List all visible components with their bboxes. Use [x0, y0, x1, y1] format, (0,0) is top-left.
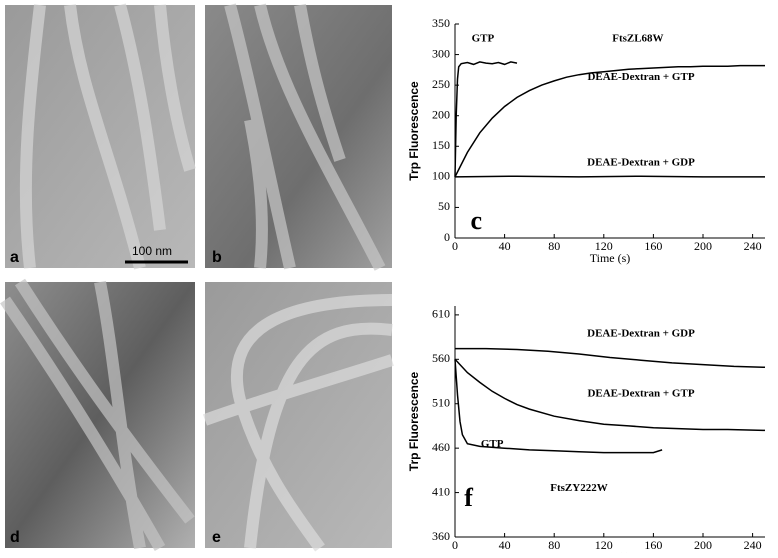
panel-label: c	[471, 206, 483, 235]
data-line	[454, 61, 518, 177]
chart-title: FtsZL68W	[612, 33, 663, 45]
chart-title: FtsZY222W	[550, 482, 607, 494]
y-tick-label: 0	[444, 230, 450, 244]
x-tick-label: 0	[452, 239, 458, 253]
data-line	[454, 358, 766, 432]
x-tick-label: 40	[499, 538, 511, 552]
micrograph-e: e	[202, 282, 394, 552]
x-tick-label: 200	[694, 239, 712, 253]
x-tick-label: 240	[744, 538, 762, 552]
y-tick-label: 350	[432, 16, 450, 30]
series-label: DEAE-Dextran + GDP	[587, 327, 695, 339]
x-tick-label: 240	[744, 239, 762, 253]
y-tick-label: 150	[432, 138, 450, 152]
y-tick-label: 250	[432, 77, 450, 91]
data-line	[454, 359, 663, 454]
x-tick-label: 0	[452, 538, 458, 552]
y-axis-label: Trp Fluorescence	[407, 371, 421, 471]
series-label: DEAE-Dextran + GDP	[587, 157, 695, 169]
series-label: GTP	[481, 438, 504, 450]
panel-label: b	[212, 249, 222, 266]
y-tick-label: 560	[432, 351, 450, 365]
x-tick-label: 120	[595, 239, 613, 253]
data-line	[455, 347, 766, 369]
x-tick-label: 80	[548, 538, 560, 552]
y-tick-label: 100	[432, 169, 450, 183]
y-tick-label: 300	[432, 46, 450, 60]
series-label: GTP	[472, 33, 495, 45]
y-tick-label: 460	[432, 440, 450, 454]
x-tick-label: 200	[694, 538, 712, 552]
x-tick-label: 160	[644, 538, 662, 552]
micrograph-b: b	[205, 3, 392, 271]
y-tick-label: 410	[432, 484, 450, 498]
x-tick-label: 40	[499, 239, 511, 253]
x-tick-label: 80	[548, 239, 560, 253]
panel-label: f	[464, 483, 473, 512]
series-label: DEAE-Dextran + GTP	[587, 71, 694, 83]
x-tick-label: 120	[595, 538, 613, 552]
micrograph-d: d	[0, 278, 195, 551]
y-axis-label: Trp Fluorescence	[407, 81, 421, 181]
data-line	[454, 64, 765, 178]
micrograph-a: a 100 nm	[5, 3, 196, 270]
scale-bar-label: 100 nm	[132, 244, 172, 258]
y-tick-label: 50	[438, 199, 450, 213]
y-tick-label: 360	[432, 529, 450, 543]
panel-label: e	[212, 529, 221, 546]
x-axis-label: Time (s)	[590, 251, 631, 265]
panel-label: d	[10, 529, 20, 546]
data-line	[454, 175, 765, 178]
y-tick-label: 510	[432, 395, 450, 409]
series-label: DEAE-Dextran + GTP	[587, 387, 694, 399]
y-tick-label: 200	[432, 107, 450, 121]
x-tick-label: 160	[644, 239, 662, 253]
y-tick-label: 610	[432, 307, 450, 321]
panel-label: a	[10, 249, 19, 266]
